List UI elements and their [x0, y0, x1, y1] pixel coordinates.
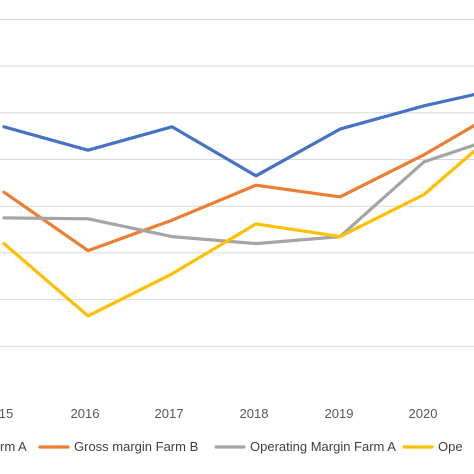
legend-label-2: Gross margin Farm B [74, 439, 198, 454]
legend-label-4: Ope [438, 439, 463, 454]
series-lines [2, 93, 474, 318]
x-axis-tick-labels: 15 2016 2017 2018 2019 2020 [0, 406, 437, 421]
x-tick-label: 2019 [325, 406, 354, 421]
series-line-3 [2, 143, 474, 246]
x-tick-label: 2016 [71, 406, 100, 421]
legend: rm A Gross margin Farm B Operating Margin … [0, 439, 463, 454]
x-tick-label: 2020 [409, 406, 438, 421]
series-line-4 [2, 149, 474, 318]
gridlines [0, 18, 474, 347]
legend-label-3: Operating Margin Farm A [250, 439, 396, 454]
series-line-1 [2, 93, 474, 178]
x-tick-label: 15 [0, 406, 13, 421]
x-tick-label: 2017 [155, 406, 184, 421]
x-tick-label: 2018 [240, 406, 269, 421]
series-line-2 [2, 123, 474, 253]
legend-label-1: rm A [0, 439, 27, 454]
